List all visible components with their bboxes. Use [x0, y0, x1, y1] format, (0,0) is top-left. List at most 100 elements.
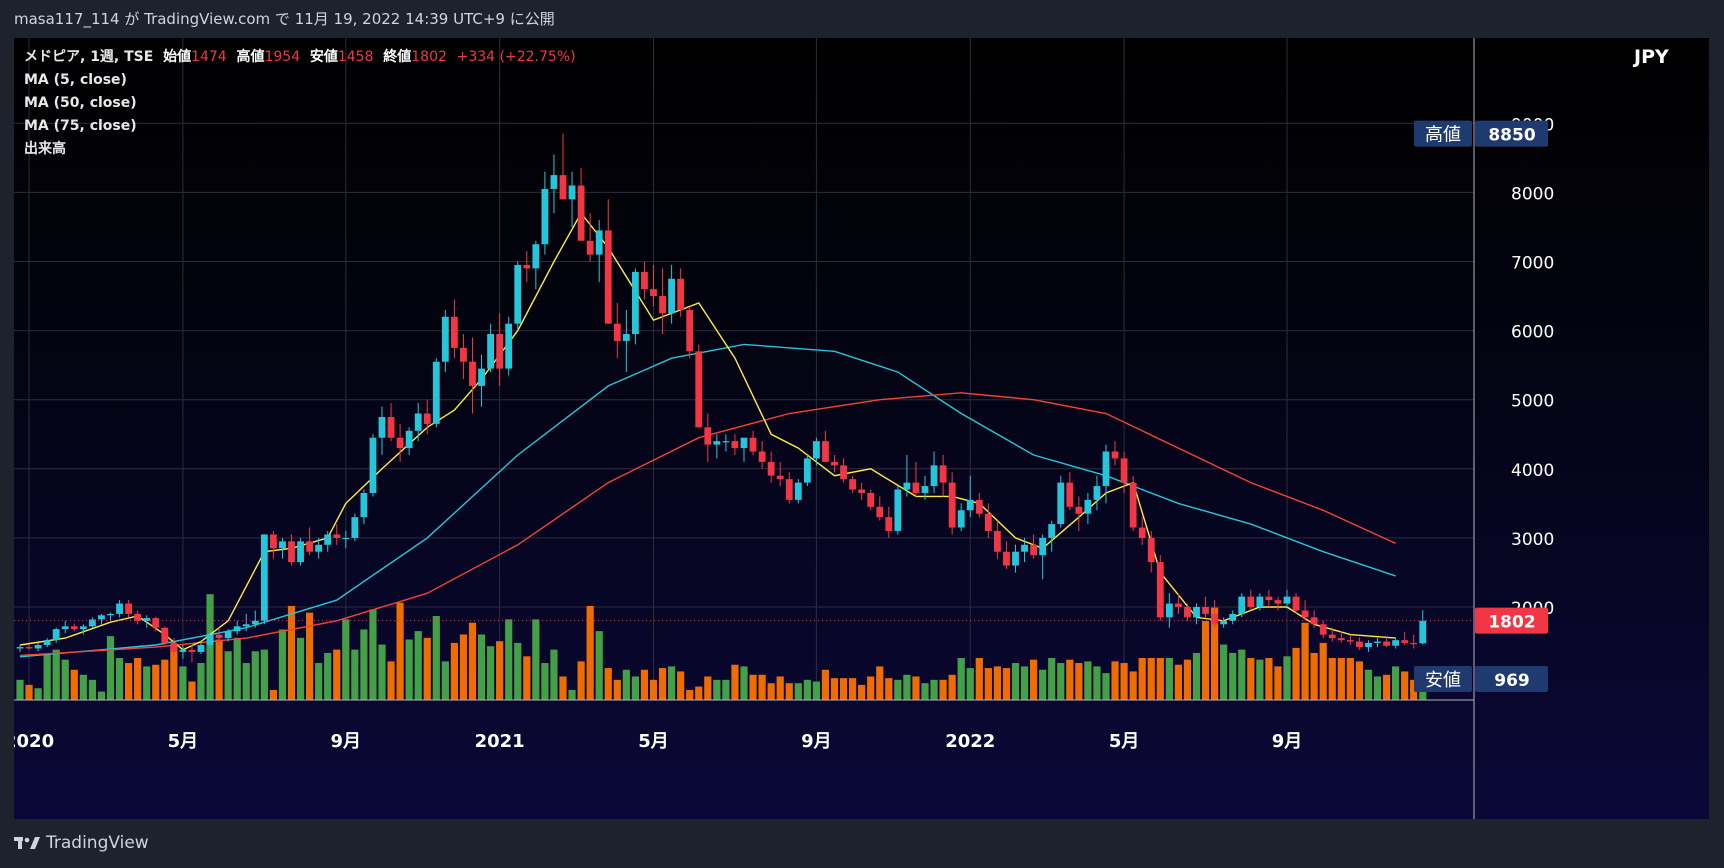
x-tick-label: 5月	[1109, 731, 1140, 752]
legend-ma5[interactable]: MA (5, close)	[24, 72, 127, 88]
candle	[1102, 444, 1110, 504]
candle	[1057, 475, 1065, 528]
candle-body	[523, 264, 531, 269]
candle	[288, 534, 295, 566]
candle-body	[288, 541, 295, 563]
candle-body	[1165, 603, 1173, 618]
volume-bar	[505, 619, 513, 700]
candle	[197, 641, 205, 654]
open-label: 始値	[163, 49, 192, 65]
candle	[731, 434, 739, 455]
candle-body	[1301, 610, 1309, 618]
volume-bar	[1174, 664, 1182, 700]
candle	[613, 302, 621, 359]
candle	[342, 530, 350, 549]
candle-body	[604, 230, 612, 324]
volume-bar	[396, 602, 404, 700]
candle-body	[1247, 596, 1255, 607]
candle-body	[704, 427, 712, 445]
candle-body	[957, 510, 965, 528]
volume-bar	[170, 646, 178, 700]
candle	[34, 642, 42, 652]
candle-body	[695, 351, 703, 428]
volume-bar	[794, 683, 802, 700]
volume-bar	[152, 664, 160, 700]
currency-label[interactable]: JPY	[1634, 46, 1669, 68]
volume-bar	[649, 679, 658, 700]
candle-body	[414, 413, 422, 431]
candle-body	[749, 437, 757, 452]
volume-bar	[378, 644, 386, 700]
grid-lines	[14, 38, 1474, 700]
candle	[1093, 475, 1101, 511]
volume-bar	[1292, 647, 1300, 700]
volume-bar	[414, 631, 422, 700]
volume-bar	[260, 649, 268, 700]
volume-bar	[1373, 676, 1382, 700]
candle-body	[1084, 499, 1092, 514]
candle-body	[1401, 640, 1409, 643]
candle	[1129, 475, 1137, 531]
candle	[324, 530, 332, 552]
volume-bar	[179, 666, 187, 700]
candle	[1039, 534, 1047, 580]
volume-bar	[541, 663, 549, 700]
candle-body	[975, 499, 983, 514]
volume-bar	[532, 619, 540, 700]
volume-bar	[106, 636, 115, 700]
legend-ma75[interactable]: MA (75, close)	[24, 118, 137, 134]
tradingview-brand[interactable]: TradingView	[14, 833, 149, 853]
candle-body	[577, 185, 585, 241]
volume-bar	[1274, 666, 1282, 700]
candle	[1374, 638, 1381, 648]
legend-ma50[interactable]: MA (50, close)	[24, 95, 137, 111]
legend-volume[interactable]: 出来高	[24, 141, 66, 157]
candle-body	[315, 544, 323, 552]
candle-body	[541, 188, 549, 245]
candle	[451, 299, 458, 359]
high-marker-label: 高値	[1425, 125, 1461, 146]
candle	[650, 264, 657, 307]
price-chart[interactable]: 2000300040005000600070008000900020205月9月…	[14, 38, 1709, 819]
candle	[984, 503, 992, 538]
candle	[1365, 640, 1372, 652]
candle	[1021, 537, 1028, 563]
candle	[912, 461, 920, 497]
candle	[89, 617, 96, 628]
x-tick-label: 9月	[1272, 731, 1303, 752]
candle-body	[143, 618, 151, 621]
volume-bar	[1138, 658, 1146, 700]
candle-body	[206, 634, 214, 646]
volume-bar	[242, 663, 250, 700]
candle	[568, 171, 576, 227]
volume-bar	[278, 629, 287, 700]
candle-body	[152, 618, 160, 628]
candle-body	[930, 465, 938, 487]
volume-bar	[34, 688, 42, 700]
candle-body	[324, 534, 332, 545]
candle-body	[432, 361, 440, 424]
volume-bar	[459, 634, 468, 700]
y-tick-label: 7000	[1511, 254, 1554, 274]
volume-bar	[61, 659, 69, 700]
candle-body	[98, 615, 105, 620]
candle	[1383, 637, 1390, 648]
candle-body	[1184, 607, 1191, 618]
candle-body	[469, 361, 476, 386]
candle-body	[441, 316, 449, 362]
candle-body	[785, 479, 793, 500]
chart-panel[interactable]: 2000300040005000600070008000900020205月9月…	[14, 38, 1709, 819]
volume-bar	[1011, 663, 1020, 700]
volume-bar	[957, 658, 965, 700]
candle-body	[505, 323, 513, 369]
volume-bar	[333, 649, 341, 700]
candle	[1147, 530, 1155, 573]
candle-body	[713, 441, 721, 445]
last-price-value: 1802	[1488, 613, 1535, 633]
candle	[315, 537, 323, 559]
candle	[586, 213, 594, 262]
volume-bar	[686, 689, 694, 700]
candle	[224, 629, 232, 642]
candle	[16, 645, 24, 652]
candle-body	[514, 264, 522, 324]
